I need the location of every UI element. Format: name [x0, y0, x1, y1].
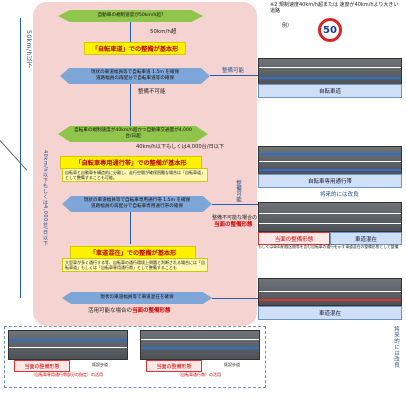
bottom-outline: [4, 326, 266, 388]
q3-note: 大型車が多く通行する等、自転車の通行環境上問題と判断される場合には「自転車道」も…: [62, 258, 208, 272]
road-image-2: [258, 146, 402, 176]
q1-no-label: 整備不可能: [138, 89, 166, 95]
arrow-q1-down-2: [130, 84, 131, 128]
side-label-top: 50km/h以下: [25, 30, 32, 69]
side-label-mid: 40km/h以下もしくは4,000台/日以下: [42, 150, 48, 246]
question-1: 自動車の規制速度が50km/h超?: [58, 10, 203, 22]
q2-possible-label: 整備可能: [235, 180, 241, 202]
card-label-1: 自転車道: [258, 84, 402, 98]
card-3-note: もしくは車両制限区間等を含む自転車の通行を示す車道混在の整備形態として整備: [258, 244, 399, 249]
question-2-sub: 現状の車道幅員等で自転車専用通行帯 1.5m を確保 道路幅員の再配分で自転車専…: [62, 196, 212, 212]
bottom-card-2-label: 当面の整備形態: [146, 360, 202, 372]
road-image-1: [258, 58, 402, 86]
speed-limit-sign-icon: 50: [318, 18, 342, 42]
q2-impossible-result: 当面の整備形態: [214, 222, 253, 228]
card-label-4: 車道混在: [258, 306, 402, 320]
q4-label: 活用可能な場合の当面の整備形態: [88, 308, 171, 314]
question-2: 自転車の規制速度が40km/h超かつ自動車交通量が4,000台/日超: [58, 126, 208, 142]
bottom-card-1-sub: （自転車専用通行帯部分の指定）の活用: [31, 372, 103, 377]
road-image-3: [258, 202, 402, 232]
bottom-card-1-label: 当面の整備形態: [14, 360, 70, 372]
card-label-2: 自転車専用通行帯: [258, 174, 402, 188]
bottom-road-2: [140, 330, 260, 360]
arrow-to-card-2: [212, 204, 258, 205]
question-4: 現状の車道幅員等で車道混在を確保: [62, 292, 212, 304]
vertical-future-note: 将来的には改良: [393, 326, 399, 368]
card-label-3-red: 当面の整備形態: [258, 232, 330, 245]
q2-impossible-label: 整備不可能な場合の: [212, 215, 258, 221]
arrow-to-card-1: [210, 75, 258, 76]
legend-example: 例）: [282, 23, 293, 29]
future-note: 将来的には改良: [320, 192, 359, 198]
result-bicycle-lane: 「自転車道」での整備が基本形: [84, 42, 186, 55]
arrow-q2-down: [130, 212, 131, 244]
arrow-q1-down: [130, 22, 131, 42]
bottom-card-2-sub: （自転車通行帯）の活用: [177, 372, 221, 377]
arrow-to-card-4: [212, 298, 258, 299]
bottom-road-1: [8, 330, 128, 360]
bottom-card-2-side: 既設歩道: [224, 362, 240, 367]
left-connector: [20, 18, 21, 298]
bottom-card-1-side: 既設歩道: [92, 362, 108, 367]
q2-no-label: 40km/h以下もしくは4,000台/日以下: [136, 144, 225, 150]
q2-note: 自転車と自動車を構造的に分離し、走行空間が確保困難な場合は「自転車道」として整備…: [62, 168, 208, 182]
q1-yes-label: 50km/h超: [150, 29, 177, 35]
card-label-3-blue: 車道混在: [330, 232, 402, 245]
q1-possible-label: 整備可能: [222, 68, 245, 74]
question-1-sub: 現状の車道幅員等で自転車道 1.5m を確保 道路幅員の再配分で自転車道等の確保: [60, 68, 210, 84]
left-connector-diag: [0, 140, 28, 171]
legend-title: ※2 規制速度40km/h超または 速度が40km/hより大きい道路: [270, 2, 399, 14]
road-image-4: [258, 278, 402, 306]
